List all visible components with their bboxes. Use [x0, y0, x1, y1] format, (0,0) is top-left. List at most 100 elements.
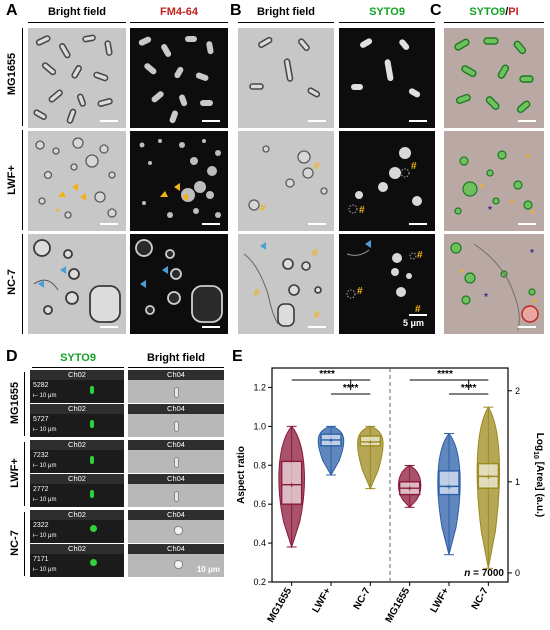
svg-text:#: #	[415, 304, 421, 315]
significance-label: ****	[437, 369, 453, 380]
y-tick-label: 1.2	[253, 382, 266, 392]
d-cell-dot	[90, 386, 94, 394]
x-tick-label: LWF+	[311, 586, 334, 615]
significance-label: ****	[461, 383, 477, 394]
d-brightfield-tile: Ch04	[128, 474, 224, 507]
micrograph-b-syto9-nc7: # # # 5 μm	[339, 234, 435, 334]
d-cell-shape	[174, 491, 179, 502]
panel-d-col1-header: SYTO9	[60, 352, 96, 364]
d-brightfield-tile: Ch04 10 μm	[128, 544, 224, 577]
y-tick-label: 0.8	[253, 460, 266, 470]
box	[280, 460, 303, 505]
micrograph-b-syto9-lwf: # #	[339, 131, 435, 231]
significance-label: ****	[319, 369, 335, 380]
d-channel-chip: Ch02	[30, 370, 124, 380]
hash-marker: #	[411, 161, 417, 172]
panel-c-col-header: SYTO9/PI	[444, 6, 544, 18]
y-axis-label: Aspect ratio	[236, 446, 247, 504]
d-cell-shape	[174, 421, 179, 432]
panel-a-col2-header: FM4-64	[160, 6, 198, 18]
d-cell-shape	[174, 387, 179, 398]
hash-marker: #	[417, 250, 423, 261]
d-cell-dot	[90, 490, 94, 498]
micrograph-b-bf-mg1655	[238, 28, 334, 128]
panel-d-letter: D	[6, 348, 18, 365]
d-channel-chip: Ch02	[30, 404, 124, 414]
micrograph-c-overlay-mg1655	[444, 28, 544, 128]
micrograph-c-overlay-lwf: * * * * *	[444, 131, 544, 231]
svg-text:*: *	[488, 205, 492, 216]
panel-a-col1-header: Bright field	[47, 6, 107, 18]
svg-text:#: #	[254, 288, 260, 299]
micrograph-a-fm464-nc7	[130, 234, 228, 334]
hash-marker: #	[314, 161, 320, 172]
panel-c-letter: C	[430, 2, 442, 19]
y-tick-label: 0.4	[253, 538, 266, 548]
d-scale-label: ⟝ 10 μm	[33, 393, 57, 399]
panel-b-col1-header: Bright field	[256, 6, 316, 18]
panel-b-col2-header: SYTO9	[369, 6, 405, 18]
hash-marker: #	[260, 203, 266, 214]
y-right-axis-label: Log10 [Area] (a.u.)	[532, 433, 545, 517]
svg-text:*: *	[530, 248, 534, 259]
mean-marker: +	[329, 436, 334, 445]
svg-text:*: *	[460, 268, 464, 279]
d-cell-dot	[90, 559, 97, 566]
mean-marker: +	[447, 482, 452, 491]
row-rule	[22, 234, 24, 334]
x-tick-label: LWF+	[429, 586, 452, 615]
d-scale-label: ⟝ 10 μm	[33, 497, 57, 503]
micrograph-b-bf-nc7: # # #	[238, 234, 334, 334]
panel-c-pi-label: PI	[508, 6, 519, 18]
d-event-id: 2322	[33, 522, 49, 529]
y-tick-label: 0.2	[253, 577, 266, 587]
svg-text:#: #	[357, 286, 363, 297]
d-channel-chip: Ch02	[30, 544, 124, 554]
y-tick-label: 0.6	[253, 499, 266, 509]
panel-a-letter: A	[6, 2, 18, 19]
x-tick-label: NC-7	[352, 586, 373, 612]
micrograph-a-fm464-lwf	[130, 131, 228, 231]
header-rule	[128, 367, 224, 369]
d-scale-label: ⟝ 10 μm	[33, 463, 57, 469]
micrograph-a-bf-lwf: *	[28, 131, 126, 231]
d-syto9-tile: Ch02 2772 ⟝ 10 μm	[30, 474, 124, 507]
header-rule	[28, 22, 126, 24]
d-scale-label: ⟝ 10 μm	[33, 533, 57, 539]
d-channel-chip: Ch04	[128, 440, 224, 450]
micrograph-a-bf-mg1655	[28, 28, 126, 128]
row-label-lwf: LWF+	[6, 165, 18, 195]
d-event-id: 7171	[33, 556, 49, 563]
y-right-tick-label: 2	[515, 386, 520, 396]
d-channel-chip: Ch04	[128, 510, 224, 520]
scale-label: 5 μm	[403, 318, 425, 328]
micrograph-b-bf-lwf: # #	[238, 131, 334, 231]
d-cell-dot	[90, 525, 97, 532]
d-cell-dot	[90, 456, 94, 464]
mean-marker: +	[289, 481, 294, 490]
d-brightfield-tile: Ch04	[128, 404, 224, 437]
row-label-nc7: NC-7	[9, 530, 21, 556]
panel-e-letter: E	[232, 348, 243, 365]
panel-b-letter: B	[230, 2, 242, 19]
y-tick-label: 1.0	[253, 421, 266, 431]
svg-text:*: *	[484, 292, 488, 303]
d-cell-shape	[174, 457, 179, 468]
star-marker: *	[526, 153, 530, 164]
significance-label: ****	[343, 383, 359, 394]
d-syto9-tile: Ch02 2322 ⟝ 10 μm	[30, 510, 124, 543]
d-channel-chip: Ch04	[128, 474, 224, 484]
d-syto9-tile: Ch02 7171 ⟝ 10 μm	[30, 544, 124, 577]
d-event-id: 2772	[33, 486, 49, 493]
d-brightfield-tile: Ch04	[128, 370, 224, 403]
micrograph-b-syto9-mg1655	[339, 28, 435, 128]
svg-text:*: *	[510, 199, 514, 210]
violin-chart: 0.2 0.4 0.6 0.8 1.0 1.2 0 1 2 Aspect ratio Log10 […	[236, 367, 545, 625]
d-cell-shape	[174, 560, 183, 569]
star-marker: *	[56, 207, 60, 217]
d-cell-dot	[90, 420, 94, 428]
d-scale-label: ⟝ 10 μm	[33, 427, 57, 433]
micrograph-a-fm464-mg1655	[130, 28, 228, 128]
mean-marker: +	[407, 484, 412, 493]
d-brightfield-tile: Ch04	[128, 440, 224, 473]
